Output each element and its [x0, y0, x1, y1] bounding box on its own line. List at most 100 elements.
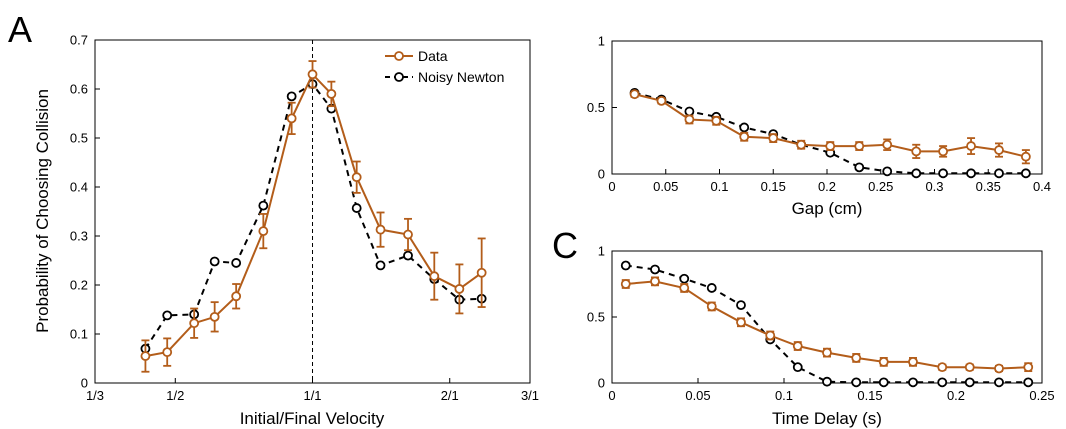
panel-a-y-tick-label: 0.1	[70, 327, 88, 342]
panel-c-data-point	[908, 356, 918, 367]
panel-c-data-point	[994, 363, 1004, 374]
panel-c-model-point	[792, 362, 803, 373]
panel-a-model-point	[258, 200, 269, 211]
panel-a-y-tick-label: 0.6	[70, 82, 88, 97]
panel-a-data-point	[351, 172, 362, 183]
panel-c-model-point	[1023, 377, 1034, 388]
panel-a-y-tick-label: 0.4	[70, 180, 88, 195]
panel-b-x-axis-label: Gap (cm)	[792, 199, 863, 218]
panel-c-data-point	[964, 362, 975, 373]
panel-c-x-tick-label: 0.1	[775, 388, 793, 403]
panel-a-x-tick-label: 1/3	[86, 388, 104, 403]
panel-c-model-point	[964, 377, 975, 388]
panel-a-data-point	[209, 311, 220, 322]
panel-label-c: C	[552, 225, 578, 266]
panel-c-model-point	[679, 273, 690, 284]
panel-a-x-tick-label: 1/2	[166, 388, 184, 403]
panel-a-data-point	[454, 284, 465, 294]
panel-label-a: A	[8, 9, 32, 50]
panel-c-model-point	[650, 264, 660, 275]
panel-b-x-tick-label: 0	[608, 179, 615, 194]
panel-b-model-point	[911, 168, 922, 179]
panel-c-y-tick-label: 1	[598, 244, 605, 259]
panel-c-model-point	[822, 376, 832, 387]
panel-b-model-point	[994, 168, 1004, 179]
panel-a-data-point	[429, 271, 440, 282]
panel-b-y-tick-label: 1	[598, 34, 605, 49]
panel-c-data-point	[620, 279, 631, 289]
panel-b-data-point	[911, 146, 922, 157]
panel-a-x-tick-label: 1/1	[303, 388, 321, 403]
panel-a-data-point	[231, 291, 242, 302]
panel-a-plot	[140, 40, 487, 383]
panel-a-x-axis-label: Initial/Final Velocity	[240, 409, 385, 428]
panel-b-x-tick-label: 0.1	[710, 179, 728, 194]
panel-c-data-point	[822, 347, 832, 358]
panel-c-data-point	[650, 276, 660, 287]
panel-b-model-point	[854, 162, 865, 173]
panel-a-x-tick-label: 3/1	[521, 388, 539, 403]
panel-b-x-tick-label: 0.3	[925, 179, 943, 194]
panel-c-y-tick-label: 0	[598, 376, 605, 391]
panel-b-x-tick-label: 0.25	[868, 179, 893, 194]
legend-box	[380, 44, 526, 90]
panel-c-x-tick-label: 0	[608, 388, 615, 403]
panel-c-model-series-line	[625, 264, 1029, 384]
panel-b-x-tick-label: 0.2	[818, 179, 836, 194]
panel-b-data-point	[768, 133, 779, 143]
panel-a-y-axis-label: Probability of Choosing Collision	[33, 89, 52, 333]
panel-b-model-point	[739, 122, 750, 133]
panel-a-data-point	[476, 267, 487, 278]
panel-b-model-point	[684, 106, 695, 117]
panel-c-model-point	[851, 377, 862, 388]
panel-a-model-point	[286, 91, 297, 102]
panel-c-data-point	[937, 362, 948, 373]
panel-a-data-point	[403, 229, 413, 240]
panel-b: Gap (cm) 0 0.05 0.1 0.15 0.2 0.25 0.3 0.35 0.400…	[587, 34, 1051, 219]
panel-c-data-point	[1023, 362, 1034, 373]
panel-c-ticks: 0 0.05 0.1 0.15 0.2 0.25 0 0.5 1	[587, 244, 1055, 404]
panel-a: Probability of Choosing Collision Initia…	[33, 33, 539, 429]
panel-c-y-tick-label: 0.5	[587, 310, 605, 325]
panel-a-data-point	[307, 69, 318, 80]
panel-c-data-point	[792, 341, 803, 351]
panel-b-data-point	[796, 139, 807, 150]
panel-c-model-point	[620, 260, 631, 271]
panel-b-data-point	[994, 145, 1004, 155]
panel-a-model-point	[403, 250, 413, 261]
panel-c-model-point	[994, 377, 1004, 388]
panel-b-data-point	[739, 131, 750, 142]
panel-c-model-point	[706, 283, 717, 293]
panel-b-data-point	[629, 89, 640, 100]
panel-b-data-point	[854, 141, 865, 151]
panel-b-model-point	[966, 168, 976, 179]
panel-a-y-tick-label: 0.3	[70, 229, 88, 244]
panel-c-data-point	[851, 353, 862, 363]
panel-a-ticks: 1/3 1/2 1/1 2/1 3/1 0 0.1 0.2 0.3 0.4 0.5 0.6 0.7	[70, 33, 539, 404]
panel-a-data-point	[189, 318, 200, 329]
panel-c-x-tick-label: 0.25	[1029, 388, 1054, 403]
panel-c-x-tick-label: 0.05	[685, 388, 710, 403]
panel-a-data-point	[286, 113, 297, 124]
panel-a-data-point	[326, 89, 337, 99]
panel-a-y-tick-label: 0	[81, 376, 88, 391]
panel-a-model-point	[231, 258, 242, 268]
panel-c-x-axis-label: Time Delay (s)	[772, 409, 882, 428]
panel-b-x-tick-label: 0.15	[761, 179, 786, 194]
panel-b-ticks: 0 0.05 0.1 0.15 0.2 0.25 0.3 0.35 0.4 0 0.5 1	[587, 34, 1051, 195]
panel-c-model-point	[937, 377, 948, 388]
panel-a-x-tick-label: 2/1	[441, 388, 459, 403]
panel-c-x-tick-label: 0.2	[947, 388, 965, 403]
panel-a-y-tick-label: 0.7	[70, 33, 88, 48]
panel-b-model-point	[882, 166, 893, 177]
panel-c-x-tick-label: 0.15	[857, 388, 882, 403]
panel-a-data-point	[162, 347, 173, 358]
panel-b-model-point	[938, 168, 948, 179]
panel-c-data-point	[765, 330, 776, 341]
panel-c-axes-box	[611, 250, 1043, 384]
panel-b-data-point	[656, 95, 667, 106]
panel-b-x-tick-label: 0.05	[653, 179, 678, 194]
panel-a-y-tick-label: 0.5	[70, 131, 88, 146]
panel-a-model-point	[351, 203, 362, 213]
